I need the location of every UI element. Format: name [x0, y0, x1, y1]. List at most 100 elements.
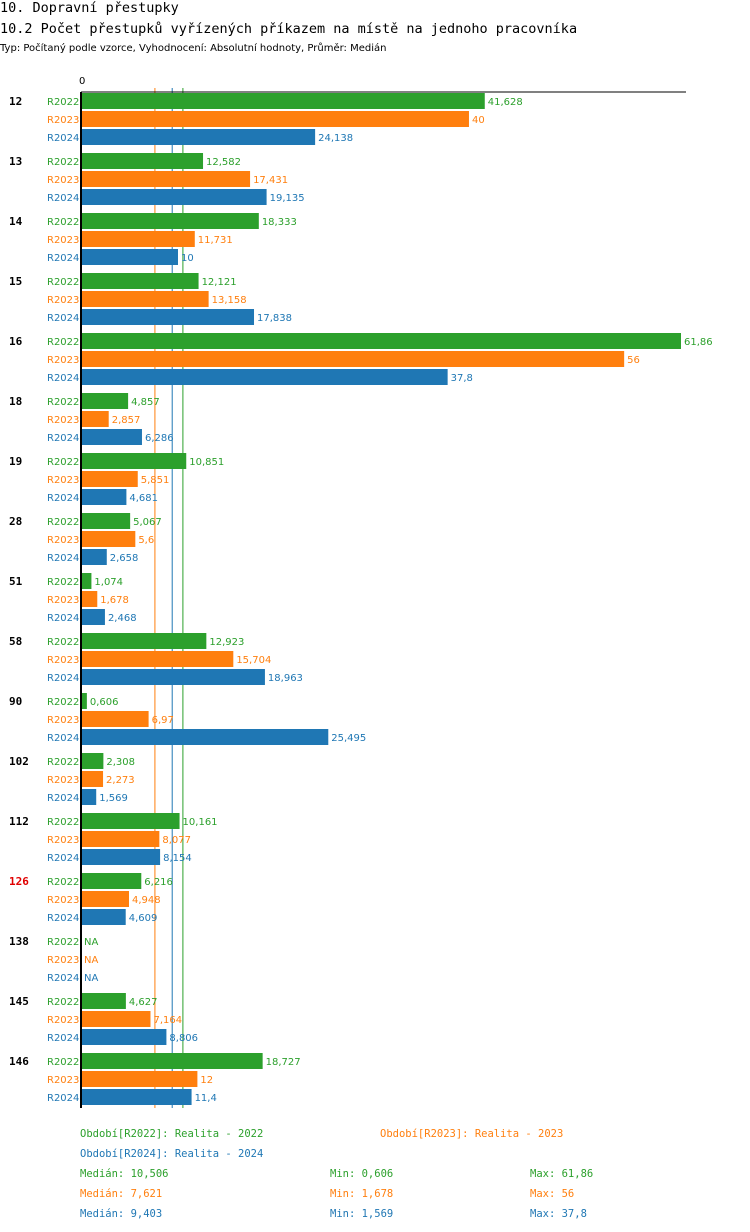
value-label-102-r2022: 2,308 [106, 757, 135, 768]
series-label-12-r2023: R2023 [47, 115, 79, 126]
stat-max-r2024: Max: 37,8 [530, 1208, 587, 1220]
bar-18-r2023 [81, 411, 109, 427]
value-label-90-r2023: 6,97 [152, 715, 174, 726]
value-label-15-r2024: 17,838 [257, 313, 292, 324]
series-label-14-r2024: R2024 [47, 253, 79, 264]
bar-58-r2022 [81, 633, 207, 649]
bar-102-r2022 [81, 753, 104, 769]
bar-51-r2022 [81, 573, 92, 589]
value-label-138-r2023: NA [84, 955, 98, 966]
section-title: 10. Dopravní přestupky [0, 0, 179, 16]
stat-max-r2023: Max: 56 [530, 1188, 575, 1200]
value-label-138-r2022: NA [84, 937, 98, 948]
legend-r2023: Období[R2023]: Realita - 2023 [380, 1128, 564, 1140]
group-label-18: 18 [9, 395, 22, 408]
series-label-126-r2024: R2024 [47, 913, 79, 924]
value-label-112-r2022: 10,161 [183, 817, 218, 828]
series-label-112-r2022: R2022 [47, 817, 79, 828]
bar-51-r2024 [81, 609, 105, 625]
value-label-12-r2023: 40 [472, 115, 485, 126]
legend-r2024: Období[R2024]: Realita - 2024 [80, 1148, 264, 1160]
value-label-51-r2024: 2,468 [108, 613, 137, 624]
series-label-145-r2022: R2022 [47, 997, 79, 1008]
series-label-102-r2022: R2022 [47, 757, 79, 768]
bar-58-r2023 [81, 651, 234, 667]
series-label-51-r2022: R2022 [47, 577, 79, 588]
value-label-58-r2022: 12,923 [209, 637, 244, 648]
bar-126-r2022 [81, 873, 142, 889]
bar-15-r2022 [81, 273, 199, 289]
value-label-51-r2023: 1,678 [100, 595, 129, 606]
series-label-112-r2023: R2023 [47, 835, 79, 846]
bar-51-r2023 [81, 591, 98, 607]
value-label-12-r2022: 41,628 [488, 97, 523, 108]
series-label-16-r2024: R2024 [47, 373, 79, 384]
value-label-19-r2024: 4,681 [129, 493, 158, 504]
value-label-28-r2024: 2,658 [110, 553, 139, 564]
series-label-58-r2024: R2024 [47, 673, 79, 684]
stat-median-r2022: Medián: 10,506 [80, 1168, 169, 1180]
series-label-16-r2022: R2022 [47, 337, 79, 348]
group-label-145: 145 [9, 995, 29, 1008]
value-label-16-r2024: 37,8 [451, 373, 473, 384]
bar-16-r2022 [81, 333, 681, 349]
series-label-19-r2024: R2024 [47, 493, 79, 504]
series-label-14-r2023: R2023 [47, 235, 79, 246]
bar-145-r2024 [81, 1029, 167, 1045]
series-label-51-r2023: R2023 [47, 595, 79, 606]
series-label-14-r2022: R2022 [47, 217, 79, 228]
series-label-13-r2024: R2024 [47, 193, 79, 204]
series-label-28-r2024: R2024 [47, 553, 79, 564]
series-label-51-r2024: R2024 [47, 613, 79, 624]
series-label-19-r2022: R2022 [47, 457, 79, 468]
bar-28-r2022 [81, 513, 131, 529]
series-label-102-r2023: R2023 [47, 775, 79, 786]
group-label-138: 138 [9, 935, 29, 948]
bar-146-r2022 [81, 1053, 263, 1069]
group-label-146: 146 [9, 1055, 29, 1068]
legend-r2022: Období[R2022]: Realita - 2022 [80, 1128, 264, 1140]
value-label-19-r2022: 10,851 [189, 457, 224, 468]
bar-90-r2024 [81, 729, 329, 745]
value-label-14-r2024: 10 [181, 253, 194, 264]
value-label-126-r2022: 6,216 [144, 877, 173, 888]
bar-14-r2024 [81, 249, 178, 265]
group-label-112: 112 [9, 815, 29, 828]
value-label-126-r2023: 4,948 [132, 895, 161, 906]
bar-14-r2023 [81, 231, 195, 247]
series-label-112-r2024: R2024 [47, 853, 79, 864]
value-label-16-r2022: 61,86 [684, 337, 713, 348]
bar-145-r2022 [81, 993, 126, 1009]
value-label-146-r2024: 11,4 [195, 1093, 217, 1104]
bar-18-r2022 [81, 393, 129, 409]
group-label-19: 19 [9, 455, 22, 468]
group-label-90: 90 [9, 695, 22, 708]
series-label-90-r2022: R2022 [47, 697, 79, 708]
value-label-15-r2023: 13,158 [212, 295, 247, 306]
bar-15-r2024 [81, 309, 255, 325]
group-label-14: 14 [9, 215, 23, 228]
series-label-15-r2022: R2022 [47, 277, 79, 288]
stat-min-r2023: Min: 1,678 [330, 1188, 394, 1200]
group-label-58: 58 [9, 635, 22, 648]
bar-28-r2023 [81, 531, 136, 547]
stat-median-r2023: Medián: 7,621 [80, 1188, 163, 1200]
stat-median-r2024: Medián: 9,403 [80, 1208, 163, 1220]
value-label-13-r2023: 17,431 [253, 175, 288, 186]
bar-chart: 0 12 R2022 41,628 R2023 40 R2024 24,138 13 R2022 1… [9, 76, 713, 1108]
value-label-14-r2022: 18,333 [262, 217, 297, 228]
series-label-18-r2022: R2022 [47, 397, 79, 408]
bar-126-r2024 [81, 909, 126, 925]
bar-28-r2024 [81, 549, 107, 565]
group-label-51: 51 [9, 575, 23, 588]
series-label-58-r2023: R2023 [47, 655, 79, 666]
series-label-28-r2022: R2022 [47, 517, 79, 528]
series-label-90-r2023: R2023 [47, 715, 79, 726]
series-label-126-r2022: R2022 [47, 877, 79, 888]
value-label-90-r2022: 0,606 [90, 697, 119, 708]
series-label-146-r2024: R2024 [47, 1093, 79, 1104]
bar-15-r2023 [81, 291, 209, 307]
series-label-15-r2023: R2023 [47, 295, 79, 306]
group-label-28: 28 [9, 515, 22, 528]
stat-min-r2024: Min: 1,569 [330, 1208, 394, 1220]
